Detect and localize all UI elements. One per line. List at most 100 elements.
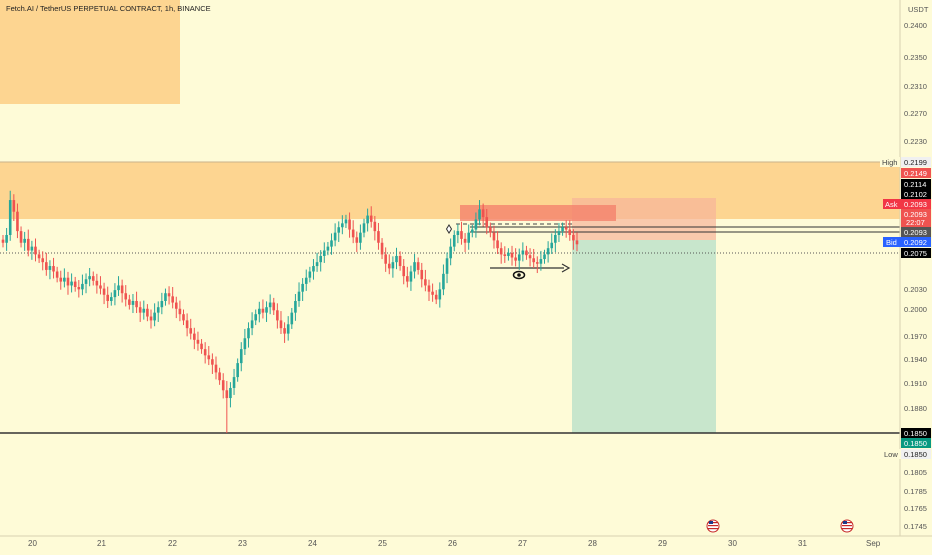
high-tag-label: High bbox=[882, 158, 897, 167]
candle-body bbox=[442, 273, 445, 290]
candle-body bbox=[532, 258, 535, 263]
candle-body bbox=[193, 333, 196, 340]
time-tick: 30 bbox=[728, 539, 737, 548]
candle-body bbox=[178, 308, 182, 315]
candle-body bbox=[460, 231, 463, 239]
candle-body bbox=[265, 307, 268, 313]
candle-body bbox=[261, 308, 265, 313]
candle-body bbox=[232, 377, 236, 388]
candle-body bbox=[153, 312, 156, 321]
candle-body bbox=[81, 283, 84, 290]
tag-2102-value: 0.2102 bbox=[904, 190, 927, 199]
high-tag-value: 0.2199 bbox=[904, 158, 927, 167]
candle-body bbox=[431, 291, 434, 295]
tag-2102-bg bbox=[901, 189, 931, 199]
candle-body bbox=[95, 280, 99, 286]
candle-body bbox=[510, 252, 514, 258]
candle-body bbox=[128, 299, 131, 305]
candle-body bbox=[535, 262, 539, 264]
candle-body bbox=[16, 211, 19, 232]
high-tag-label-bg bbox=[880, 157, 900, 167]
candle-body bbox=[539, 259, 543, 264]
candle-body bbox=[229, 387, 232, 399]
candle-body bbox=[70, 281, 73, 286]
candle-body bbox=[84, 279, 88, 284]
candle-body bbox=[124, 293, 128, 300]
price-tick: 0.2350 bbox=[904, 53, 927, 62]
ask-tag-label: Ask bbox=[885, 200, 898, 209]
candle-body bbox=[102, 288, 106, 295]
tag-1850-teal-value: 0.1850 bbox=[904, 439, 927, 448]
chart-title: Fetch.AI / TetherUS PERPETUAL CONTRACT, … bbox=[6, 4, 211, 13]
low-tag-value: 0.1850 bbox=[904, 450, 927, 459]
candle-body bbox=[37, 254, 41, 259]
tag-1850-black-bg bbox=[901, 428, 931, 438]
supply-zone-top-left bbox=[0, 0, 180, 104]
price-axis: USDT 0.2400 0.2350 0.2310 0.2270 0.2230 … bbox=[880, 0, 931, 536]
candle-body bbox=[355, 237, 359, 243]
candle-body bbox=[19, 231, 23, 243]
candle-body bbox=[568, 229, 572, 235]
candle-body bbox=[250, 320, 254, 329]
bid-tag-label-bg bbox=[883, 237, 901, 247]
candle-body bbox=[138, 307, 142, 313]
stop-highlight-zone bbox=[460, 205, 616, 221]
candle-body bbox=[398, 255, 402, 267]
time-tick: 28 bbox=[588, 539, 597, 548]
price-tick: 0.1745 bbox=[904, 522, 927, 531]
candle-body bbox=[424, 279, 427, 286]
price-tick: 0.2270 bbox=[904, 109, 927, 118]
candle-body bbox=[369, 215, 373, 222]
candle-body bbox=[330, 240, 333, 247]
currency-label: USDT bbox=[908, 5, 929, 14]
tag-2075-bg bbox=[901, 248, 931, 258]
candle-body bbox=[189, 328, 193, 334]
candle-body bbox=[283, 328, 286, 334]
candle-body bbox=[117, 285, 120, 291]
candle-body bbox=[297, 291, 301, 301]
candle-body bbox=[492, 232, 496, 241]
candle-body bbox=[445, 258, 449, 274]
candle-body bbox=[521, 250, 525, 255]
ask-tag-bg bbox=[901, 199, 931, 209]
candle-body bbox=[207, 355, 211, 360]
candle-body bbox=[268, 302, 272, 308]
tag-1850-teal-bg bbox=[901, 438, 931, 448]
candle-body bbox=[221, 380, 225, 391]
candle-body bbox=[406, 276, 409, 282]
eye-icon bbox=[512, 270, 526, 280]
bid-tag-value: 0.2092 bbox=[904, 238, 927, 247]
candle-body bbox=[41, 258, 45, 263]
price-tick: 0.2310 bbox=[904, 82, 927, 91]
time-tick: Sep bbox=[866, 539, 881, 548]
candle-body bbox=[387, 263, 391, 269]
candle-body bbox=[517, 254, 521, 261]
candle-body bbox=[167, 293, 171, 297]
candle-body bbox=[254, 314, 258, 321]
time-tick: 26 bbox=[448, 539, 457, 548]
pin-marker-icon bbox=[445, 224, 453, 234]
candle-body bbox=[142, 308, 146, 313]
candle-body bbox=[554, 234, 557, 243]
candle-body bbox=[239, 349, 243, 364]
candle-body bbox=[131, 300, 135, 305]
price-tick: 0.2400 bbox=[904, 21, 927, 30]
time-tick: 24 bbox=[308, 539, 317, 548]
candle-body bbox=[485, 217, 489, 228]
us-flag-event-icon[interactable] bbox=[840, 519, 854, 533]
candle-body bbox=[66, 277, 70, 286]
candle-body bbox=[391, 262, 395, 269]
candle-body bbox=[546, 248, 550, 255]
candle-body bbox=[236, 363, 239, 378]
candle-body bbox=[211, 359, 214, 365]
time-tick: 29 bbox=[658, 539, 667, 548]
candle-body bbox=[149, 316, 153, 321]
us-flag-event-icon[interactable] bbox=[706, 519, 720, 533]
price-tick: 0.2000 bbox=[904, 305, 927, 314]
low-tag-label-bg bbox=[881, 449, 901, 459]
candle-body bbox=[301, 283, 304, 292]
time-tick: 31 bbox=[798, 539, 807, 548]
ask-tag-value: 0.2093 bbox=[904, 200, 927, 209]
